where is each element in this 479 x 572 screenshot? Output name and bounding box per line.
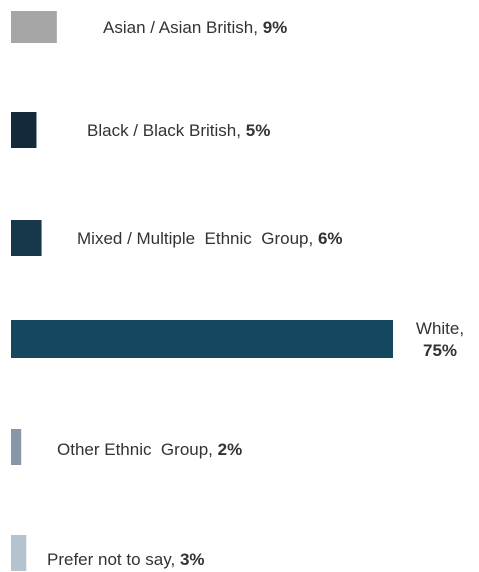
bar-1 [11, 11, 57, 43]
bar-4 [11, 320, 393, 358]
value-label: 5% [245, 121, 271, 140]
value-label: 3% [179, 550, 205, 569]
category-label: White, [415, 319, 465, 338]
data-label-5: Other Ethnic Group, 2% [57, 439, 242, 461]
data-label-4: White, 75% [401, 318, 479, 362]
bar-6 [11, 535, 27, 571]
bar-2 [11, 112, 37, 148]
category-label: Black / Black British, [87, 121, 241, 140]
bar-3 [11, 220, 42, 256]
category-label: Asian / Asian British, [103, 18, 258, 37]
value-label: 75% [422, 341, 458, 360]
data-label-2: Black / Black British, 5% [87, 120, 270, 142]
value-label: 9% [262, 18, 288, 37]
category-label: Mixed / Multiple Ethnic Group, [77, 229, 314, 248]
value-label: 6% [317, 229, 343, 248]
category-label: Prefer not to say, [47, 550, 176, 569]
data-label-3: Mixed / Multiple Ethnic Group, 6% [77, 228, 343, 250]
category-label: Other Ethnic Group, [57, 440, 213, 459]
data-label-1: Asian / Asian British, 9% [103, 17, 287, 39]
value-label: 2% [217, 440, 243, 459]
data-label-6: Prefer not to say, 3% [47, 549, 205, 571]
bar-5 [11, 429, 22, 465]
